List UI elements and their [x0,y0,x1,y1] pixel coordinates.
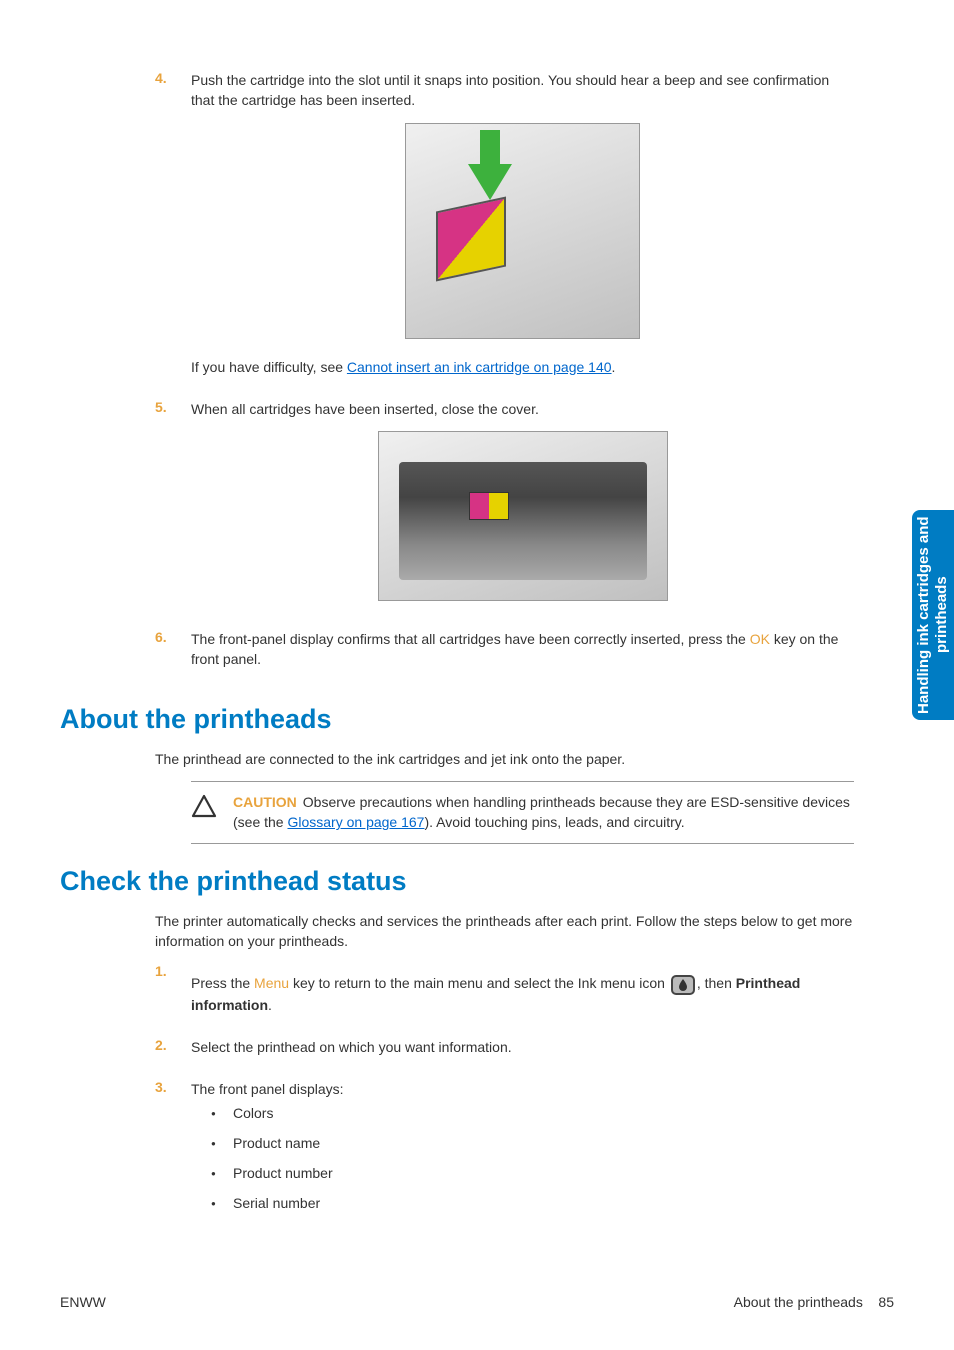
about-content: The printhead are connected to the ink c… [60,749,894,844]
step-text: Select the printhead on which you want i… [191,1037,854,1057]
heading-check-printhead-status: Check the printhead status [60,866,894,897]
ok-key: OK [750,631,770,647]
page-footer: ENWW About the printheads 85 [60,1294,894,1310]
note-prefix: If you have difficulty, see [191,359,347,375]
chapter-tab-label: Handling ink cartridges and printheads [915,510,951,720]
note-suffix: . [612,359,616,375]
step-body: Select the printhead on which you want i… [191,1037,854,1069]
step-body: The front panel displays: Colors Product… [191,1079,854,1225]
footer-right: About the printheads 85 [734,1294,894,1310]
step-number: 5. [155,399,191,619]
ink-menu-icon [671,975,695,995]
step-4: 4. Push the cartridge into the slot unti… [155,70,854,389]
step-5: 5. When all cartridges have been inserte… [155,399,854,619]
step-number: 3. [155,1079,191,1225]
step-number: 6. [155,629,191,682]
step-body: The front-panel display confirms that al… [191,629,854,682]
list-item: Product name [211,1135,854,1151]
list-item: Serial number [211,1195,854,1211]
difficulty-note: If you have difficulty, see Cannot inser… [191,357,854,377]
list-item: Product number [211,1165,854,1181]
check-para: The printer automatically checks and ser… [155,911,854,952]
step-number: 4. [155,70,191,389]
list-item: Colors [211,1105,854,1121]
figure-close-cover [191,431,854,601]
caution-label: CAUTION [233,794,297,810]
about-para: The printhead are connected to the ink c… [155,749,854,769]
footer-left: ENWW [60,1294,106,1310]
step-number: 1. [155,963,191,979]
step-body: Press the Menu key to return to the main… [191,963,854,1027]
check-content: The printer automatically checks and ser… [60,911,894,1226]
display-list: Colors Product name Product number Seria… [191,1105,854,1211]
step-number: 2. [155,1037,191,1069]
step-body: When all cartridges have been inserted, … [191,399,854,619]
caution-text: CAUTIONObserve precautions when handling… [233,792,854,833]
illustration-cartridge-insert [405,123,640,339]
step-text: Push the cartridge into the slot until i… [191,70,854,111]
check-step-1: 1. Press the Menu key to return to the m… [155,963,854,1027]
caution-icon [191,792,219,833]
step-body: Push the cartridge into the slot until i… [191,70,854,389]
chapter-tab: Handling ink cartridges and printheads [912,510,954,720]
check-step-2: 2. Select the printhead on which you wan… [155,1037,854,1069]
step-6: 6. The front-panel display confirms that… [155,629,854,682]
step-text: The front-panel display confirms that al… [191,629,854,670]
step-text: When all cartridges have been inserted, … [191,399,854,419]
link-cannot-insert[interactable]: Cannot insert an ink cartridge on page 1… [347,359,612,375]
menu-key: Menu [254,975,289,991]
figure-insert-cartridge [191,123,854,339]
main-content: 4. Push the cartridge into the slot unti… [60,70,894,682]
check-step-3: 3. The front panel displays: Colors Prod… [155,1079,854,1225]
step-text: Press the Menu key to return to the main… [191,973,854,1015]
caution-box: CAUTIONObserve precautions when handling… [191,781,854,844]
step-text: The front panel displays: [191,1079,854,1099]
illustration-printer-cover [378,431,668,601]
link-glossary[interactable]: Glossary on page 167 [287,814,424,830]
heading-about-printheads: About the printheads [60,704,894,735]
